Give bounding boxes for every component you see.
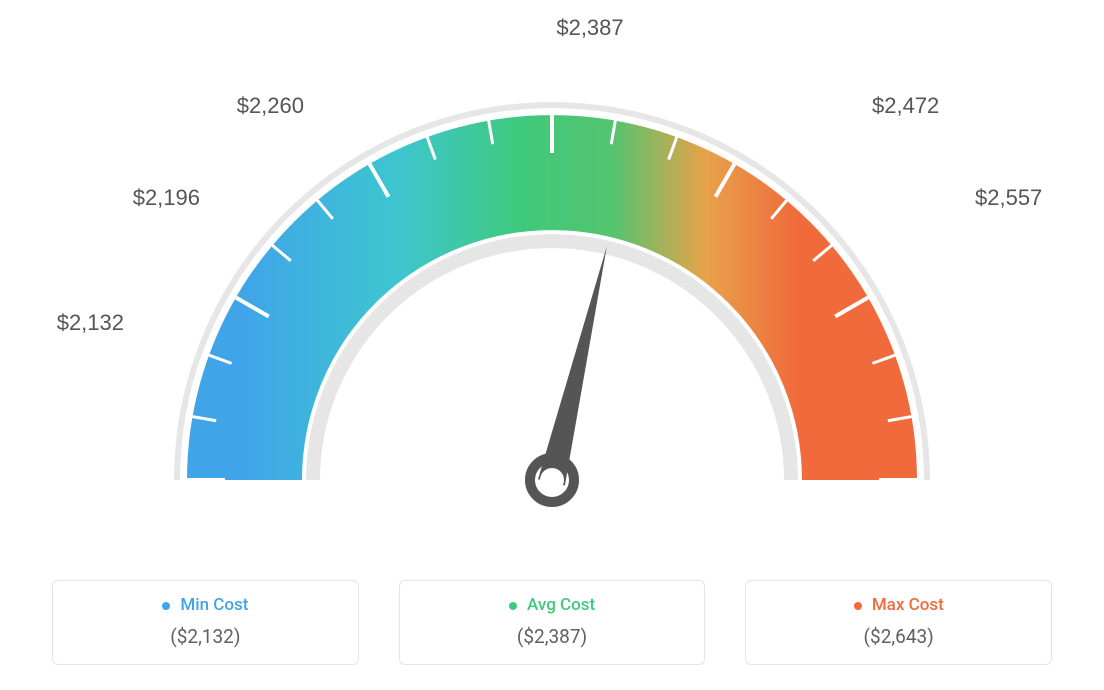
min-cost-card: Min Cost ($2,132) — [52, 580, 359, 665]
max-dot — [854, 602, 862, 610]
min-cost-label: Min Cost — [180, 595, 248, 615]
gauge-tick-label: $2,387 — [556, 15, 623, 40]
gauge-tick-label: $2,557 — [975, 185, 1042, 210]
avg-cost-label: Avg Cost — [527, 595, 595, 615]
min-cost-value: ($2,132) — [53, 625, 358, 648]
gauge-chart: $2,132$2,196$2,260$2,387$2,472$2,557$2,6… — [52, 0, 1052, 560]
avg-cost-value: ($2,387) — [400, 625, 705, 648]
gauge-tick-label: $2,196 — [133, 185, 200, 210]
gauge-svg: $2,132$2,196$2,260$2,387$2,472$2,557$2,6… — [52, 0, 1052, 560]
avg-dot — [509, 602, 517, 610]
gauge-hub-hole — [540, 468, 564, 492]
max-cost-card: Max Cost ($2,643) — [745, 580, 1052, 665]
min-dot — [162, 602, 170, 610]
gauge-tick-label: $2,260 — [237, 93, 304, 118]
avg-cost-card: Avg Cost ($2,387) — [399, 580, 706, 665]
gauge-tick-label: $2,132 — [57, 310, 124, 335]
gauge-needle — [538, 246, 607, 485]
cost-summary-cards: Min Cost ($2,132) Avg Cost ($2,387) Max … — [52, 580, 1052, 665]
max-cost-label: Max Cost — [872, 595, 944, 615]
gauge-tick-label: $2,472 — [872, 93, 939, 118]
max-cost-value: ($2,643) — [746, 625, 1051, 648]
